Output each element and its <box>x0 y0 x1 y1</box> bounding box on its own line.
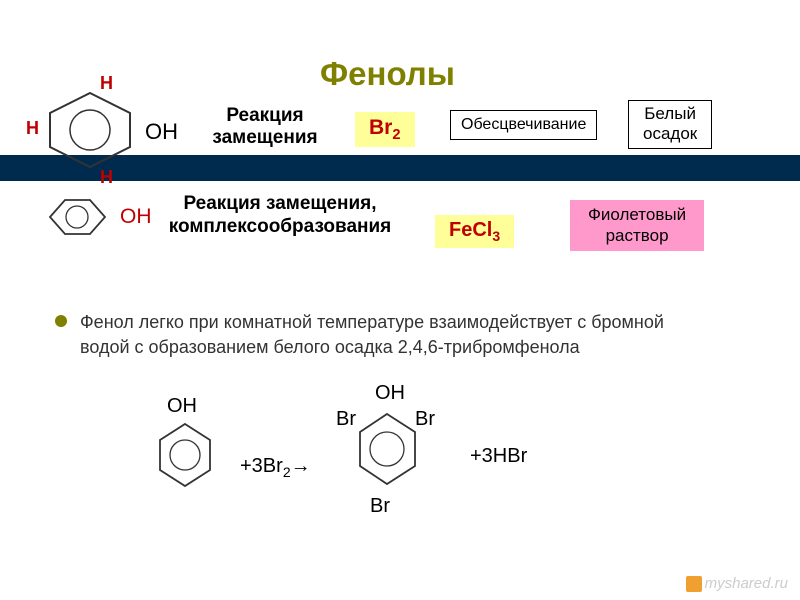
phenol-structure-2: OH <box>40 190 115 250</box>
benzene-ring-icon <box>350 408 425 493</box>
watermark-logo-icon <box>686 576 702 592</box>
watermark: myshared.ru <box>686 575 788 592</box>
benzene-ring-icon <box>40 190 115 245</box>
h-atom-bottom: H <box>100 167 113 188</box>
benzene-ring-icon <box>150 418 220 498</box>
slide-title: Фенолы <box>320 55 455 93</box>
reaction-type-2: Реакция замещения, комплексообразования <box>140 193 420 239</box>
result-discoloration: Обесцвечивание <box>450 110 597 140</box>
oh-group: OH <box>167 395 197 418</box>
plus-3br2: +3Br2→ <box>240 455 311 480</box>
oh-group: OH <box>120 205 152 229</box>
h-atom-top: H <box>100 73 113 94</box>
phenol-structure-1: H H OH H <box>40 85 140 180</box>
h-atom-left: H <box>26 118 39 139</box>
reagent-br2: Br2 <box>355 112 415 147</box>
benzene-ring-icon <box>40 85 140 175</box>
bullet-icon <box>55 315 67 327</box>
oh-group: OH <box>375 382 405 405</box>
oh-group: OH <box>145 119 178 145</box>
result-violet-solution: Фиолетовыйраствор <box>570 200 704 251</box>
result-white-precipitate: Белыйосадок <box>628 100 712 149</box>
body-text: Фенол легко при комнатной температуре вз… <box>80 310 680 360</box>
reagent-fecl3: FeCl3 <box>435 215 514 248</box>
br-atom: Br <box>370 495 390 518</box>
plus-3hbr: +3HBr <box>470 445 527 468</box>
reaction-type-1: Реакция замещения <box>195 105 335 149</box>
